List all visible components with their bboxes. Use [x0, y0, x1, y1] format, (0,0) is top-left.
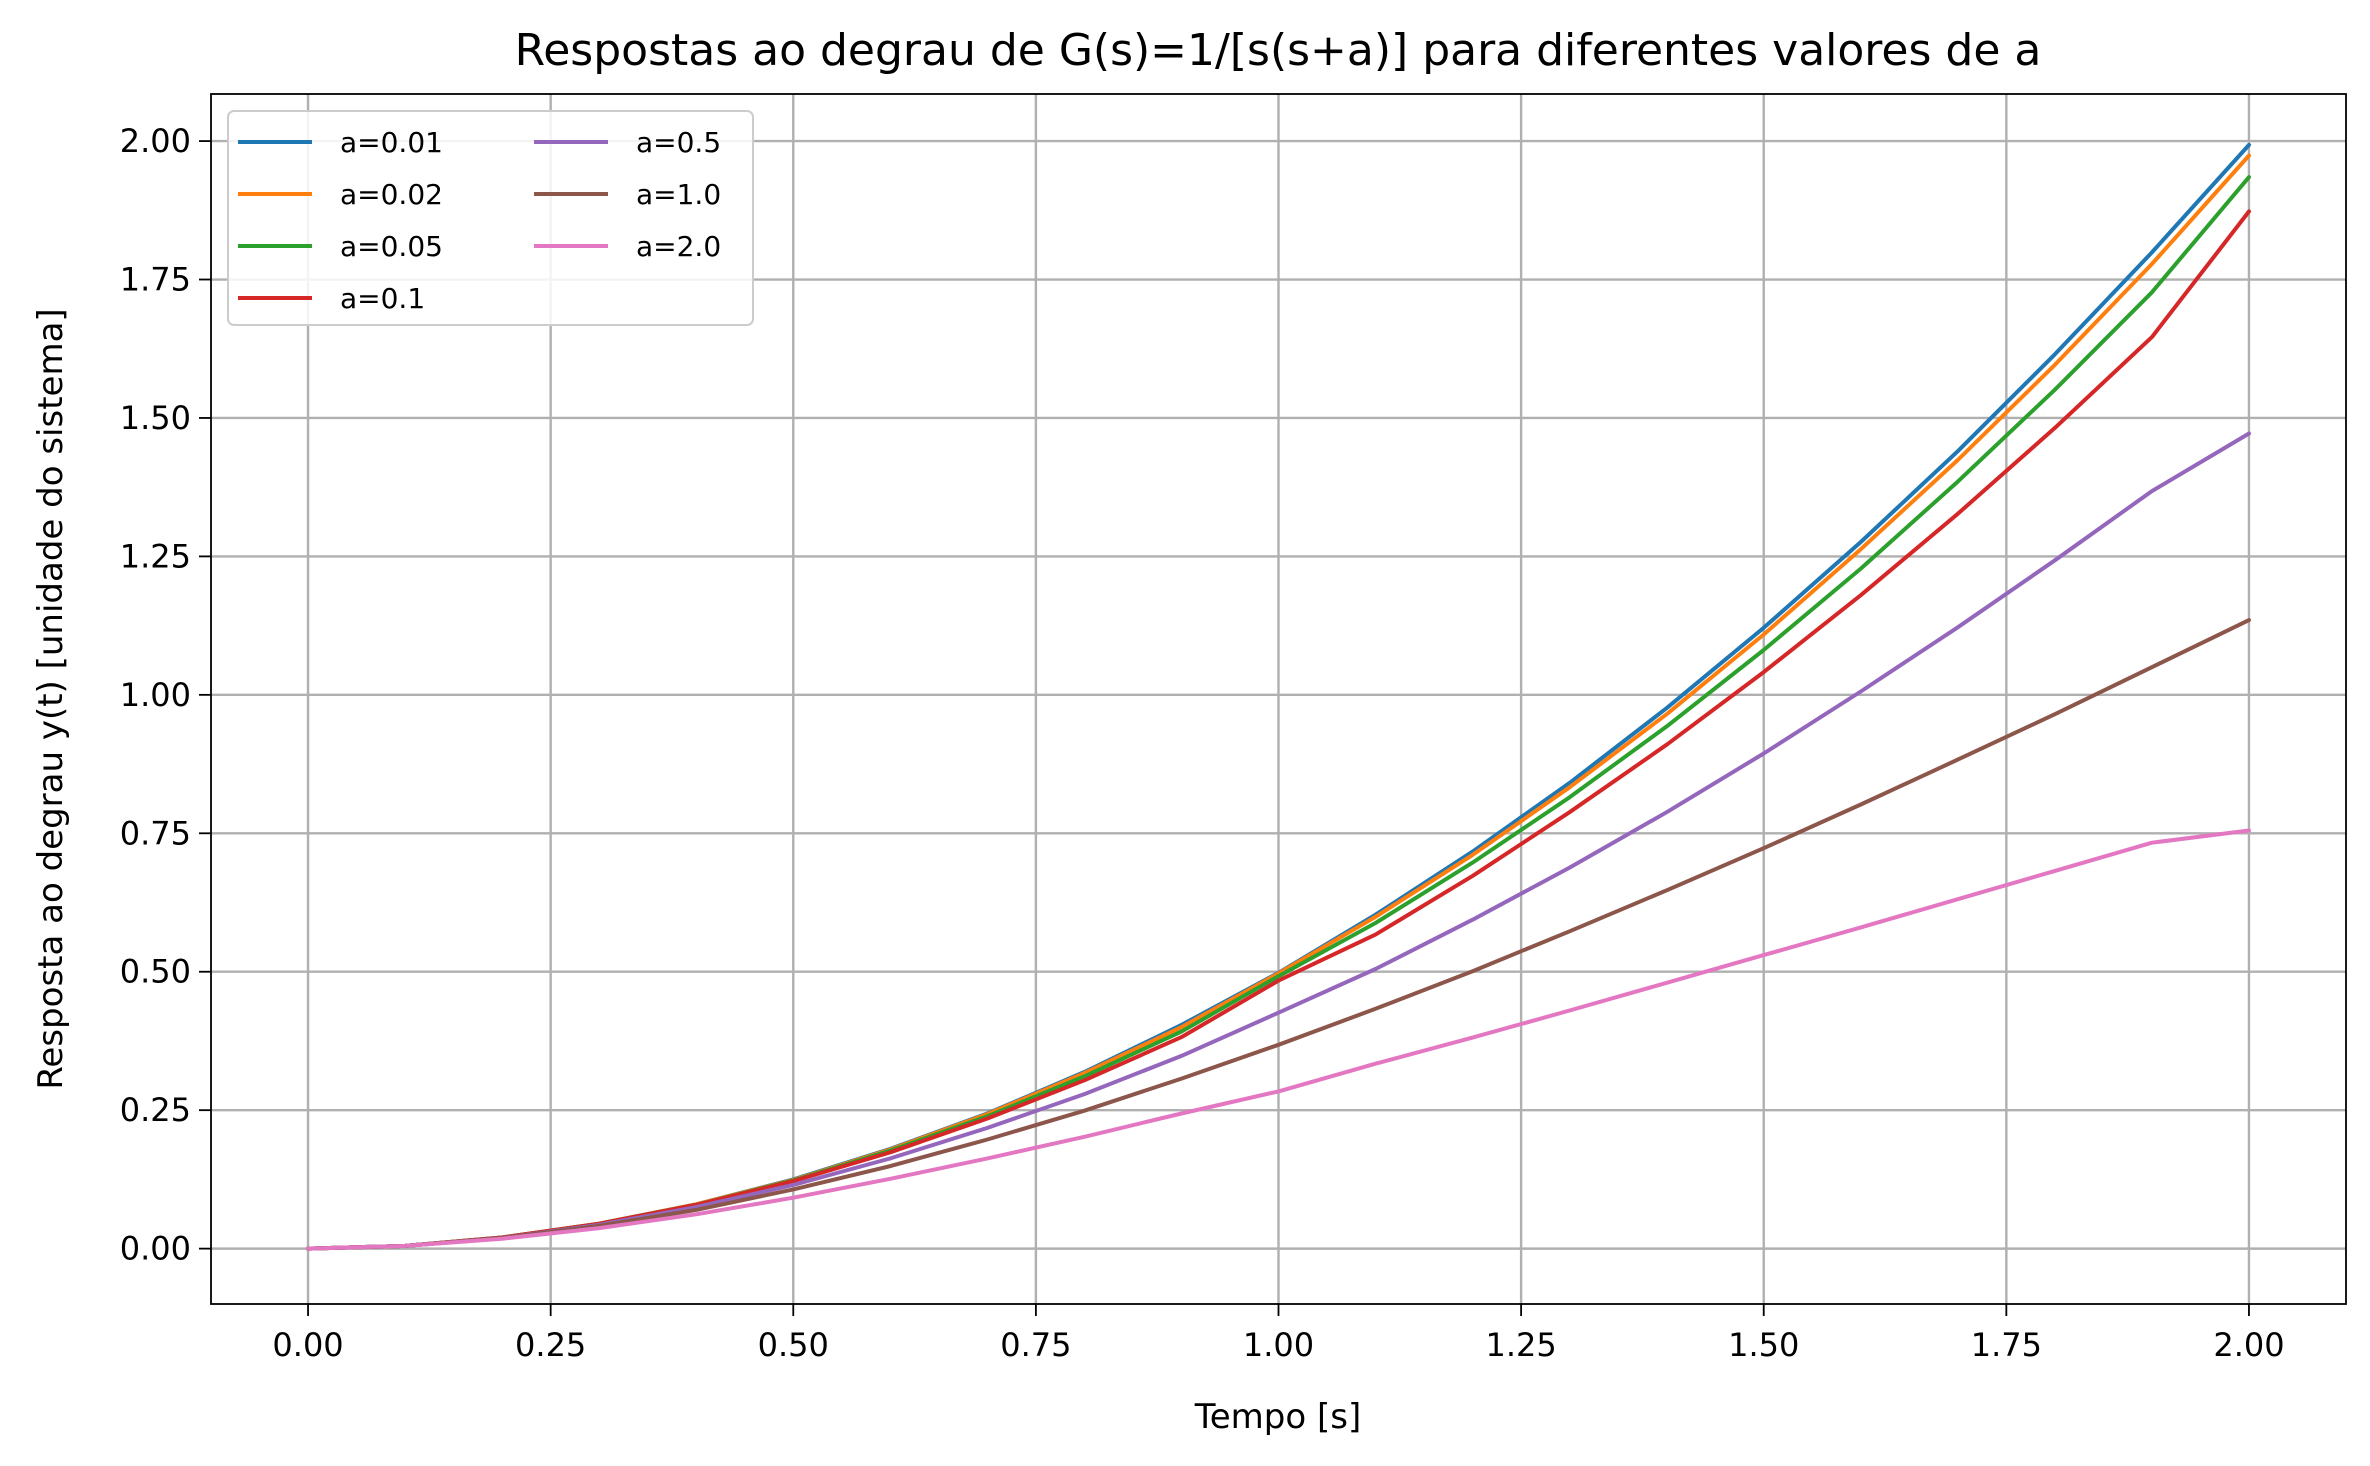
series-line-6 [306, 828, 2251, 1251]
y-tick-label: 1.25 [120, 537, 191, 575]
legend-label-1: a=0.02 [340, 178, 443, 211]
x-axis-label: Tempo [s] [1194, 1397, 1361, 1437]
legend: a=0.01 a=0.02 a=0.05 a=0.1 a=0.5 a=1.0 a=2.0 [227, 110, 754, 326]
x-tick-label: 0.25 [515, 1326, 586, 1364]
y-axis-label: Resposta ao degrau y(t) [unidade do sist… [31, 308, 71, 1089]
axis-ticks: 0.00 0.25 0.50 0.75 1.00 1.25 1.50 1.75 2.00 0.00… [120, 122, 2285, 1364]
legend-label-4: a=0.5 [636, 126, 721, 159]
series-line-5 [306, 618, 2251, 1251]
legend-label-5: a=1.0 [636, 178, 721, 211]
y-tick-label: 1.00 [120, 676, 191, 714]
x-tick-label: 0.75 [1000, 1326, 1071, 1364]
legend-label-0: a=0.01 [340, 126, 443, 159]
x-tick-label: 1.25 [1485, 1326, 1556, 1364]
legend-label-2: a=0.05 [340, 230, 443, 263]
y-tick-label: 1.75 [120, 261, 191, 299]
y-tick-label: 2.00 [120, 122, 191, 160]
x-tick-label: 0.50 [758, 1326, 829, 1364]
x-tick-label: 1.00 [1243, 1326, 1314, 1364]
y-tick-label: 0.75 [120, 814, 191, 852]
x-tick-label: 1.50 [1728, 1326, 1799, 1364]
y-tick-label: 1.50 [120, 399, 191, 437]
x-tick-label: 1.75 [1971, 1326, 2042, 1364]
x-tick-label: 0.00 [272, 1326, 343, 1364]
series-lines [306, 142, 2251, 1251]
grid [211, 94, 2346, 1304]
legend-label-6: a=2.0 [636, 230, 721, 263]
x-tick-label: 2.00 [2213, 1326, 2284, 1364]
legend-box [227, 110, 754, 326]
y-tick-label: 0.50 [120, 953, 191, 991]
chart-title: Respostas ao degrau de G(s)=1/[s(s+a)] p… [515, 25, 2042, 76]
y-tick-label: 0.00 [120, 1230, 191, 1268]
legend-label-3: a=0.1 [340, 282, 425, 315]
y-tick-label: 0.25 [120, 1091, 191, 1129]
